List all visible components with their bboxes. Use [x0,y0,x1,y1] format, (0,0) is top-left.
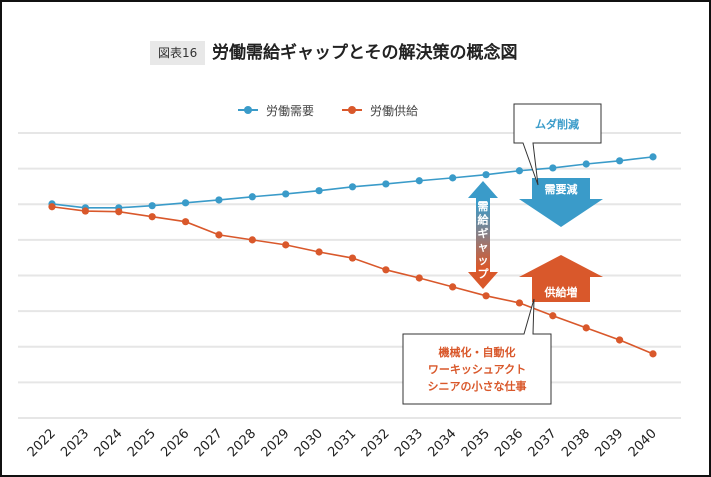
data-point-0-2032 [382,180,390,188]
data-point-0-2040 [649,153,657,161]
series-lines [48,153,657,358]
legend-supply-label: 労働供給 [370,103,419,118]
x-tick-label: 2036 [492,426,526,460]
figure-number-badge: 図表16 [150,41,206,65]
x-tick-label: 2023 [58,426,92,460]
x-tick-label: 2040 [626,426,660,460]
legend-demand-marker-icon [238,105,258,115]
x-tick-label: 2022 [25,426,59,460]
chart-title: 労働需給ギャップとその解決策の概念図 [212,43,518,63]
supply-increase-label: 供給増 [544,285,578,299]
data-point-1-2024 [115,208,123,216]
data-point-1-2027 [215,231,223,239]
data-point-1-2039 [616,336,624,344]
x-tick-label: 2029 [259,426,293,460]
x-tick-label: 2037 [526,426,560,460]
legend-demand-label: 労働需要 [266,103,315,118]
up-arrow-icon [519,255,603,302]
data-point-0-2035 [482,171,490,179]
gap-label: 需給ギャップ [478,200,490,281]
data-point-1-2040 [649,350,657,358]
data-point-1-2031 [348,254,357,262]
x-tick-label: 2033 [392,426,426,460]
x-tick-label: 2025 [125,426,159,460]
callout-supply-line-1: 機械化・自動化 [439,345,516,359]
legend-item-demand: 労働需要 [238,102,314,119]
data-point-0-2028 [248,193,256,201]
callout-supply-line-2: ワーキッシュアクト [428,363,526,376]
x-tick-label: 2034 [425,426,459,460]
supply-increase-arrow: 供給増 [519,255,603,302]
data-point-0-2030 [315,187,323,195]
gap-double-arrow-icon [468,181,498,289]
data-point-0-2038 [582,160,590,168]
data-point-1-2036 [515,299,524,307]
data-point-0-2025 [148,202,156,210]
callout-waste-reduction-text: ムダ削減 [535,117,579,131]
x-tick-label: 2028 [225,426,259,460]
x-tick-label: 2032 [359,426,393,460]
callout-supply-measures: 機械化・自動化 ワーキッシュアクト シニアの小さな仕事 [402,298,552,405]
x-tick-label: 2027 [192,426,226,460]
data-point-0-2029 [282,190,290,198]
x-tick-label: 2030 [292,426,326,460]
data-point-1-2032 [382,266,390,274]
legend: 労働需要 労働供給 [238,101,446,119]
data-point-0-2031 [348,183,357,191]
data-point-1-2030 [315,248,323,256]
data-point-1-2029 [282,241,290,249]
data-point-0-2037 [549,164,557,172]
data-point-1-2025 [148,213,156,221]
x-tick-label: 2024 [92,426,126,460]
data-point-0-2039 [616,157,624,165]
legend-item-supply: 労働供給 [342,102,418,119]
title-row: 図表16 労働需給ギャップとその解決策の概念図 [0,40,711,66]
data-point-0-2027 [215,196,223,204]
legend-supply-marker-icon [342,105,363,115]
data-point-1-2022 [48,203,56,211]
demand-decrease-arrow: 需要減 [519,178,603,227]
x-tick-label: 2035 [459,426,493,460]
x-tick-label: 2026 [158,426,192,460]
data-point-1-2034 [449,283,457,291]
callout-supply-line-3: シニアの小さな仕事 [428,379,527,393]
data-point-1-2038 [582,324,590,332]
data-point-0-2034 [449,174,457,182]
x-tick-label: 2031 [325,426,359,460]
data-point-0-2026 [181,199,190,207]
callout-waste-reduction: ムダ削減 [513,103,602,186]
data-point-0-2036 [515,167,524,175]
data-point-1-2037 [549,312,557,320]
data-point-1-2035 [482,292,490,300]
data-point-1-2033 [415,274,423,282]
data-point-1-2028 [248,236,256,244]
x-axis-tick-labels: 2022 2023 2024 2025 2026 2027 2028 2029 2030 2031… [25,426,660,460]
x-tick-label: 2039 [592,426,626,460]
data-point-0-2033 [415,177,423,185]
gap-double-arrow: 需給ギャップ [468,181,498,289]
down-arrow-icon [519,178,603,227]
x-tick-label: 2038 [559,426,593,460]
data-point-1-2023 [81,207,89,215]
demand-decrease-label: 需要減 [545,182,578,196]
data-point-1-2026 [181,218,190,226]
